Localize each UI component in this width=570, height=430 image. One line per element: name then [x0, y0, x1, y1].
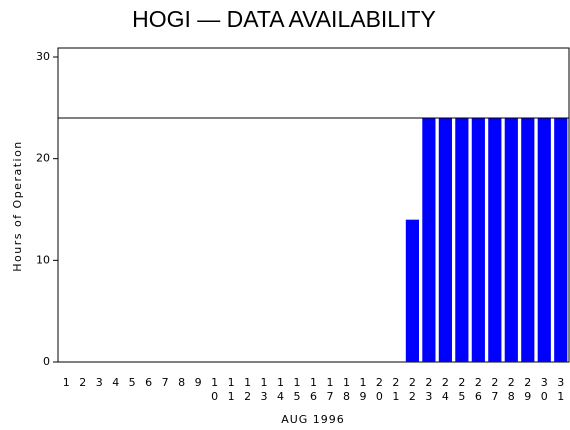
y-tick-label: 0 [43, 355, 50, 368]
bar [554, 118, 568, 362]
x-tick-label: 1 [63, 376, 70, 389]
x-tick-label: 8 [178, 376, 185, 389]
bar [438, 118, 452, 362]
x-tick-label: 4 [112, 376, 119, 389]
bar [537, 118, 551, 362]
bar [488, 118, 502, 362]
chart-title: HOGI — DATA AVAILABILITY [132, 6, 436, 32]
x-axis-label: AUG 1996 [281, 413, 345, 426]
y-tick-label: 30 [36, 50, 50, 63]
y-tick-label: 10 [36, 253, 50, 266]
bar [521, 118, 535, 362]
x-tick-label: 2 [79, 376, 86, 389]
bar [455, 118, 469, 362]
bar [405, 219, 419, 362]
bar [504, 118, 518, 362]
plot-frame [57, 47, 570, 363]
x-tick-label: 3 [96, 376, 103, 389]
bar [422, 118, 436, 362]
y-axis-label: Hours of Operation [11, 140, 24, 272]
bar [471, 118, 485, 362]
y-tick-label: 20 [36, 152, 50, 165]
x-tick-label: 6 [145, 376, 152, 389]
x-tick-label: 7 [162, 376, 169, 389]
x-tick-label: 5 [129, 376, 136, 389]
x-tick-label: 9 [195, 376, 202, 389]
